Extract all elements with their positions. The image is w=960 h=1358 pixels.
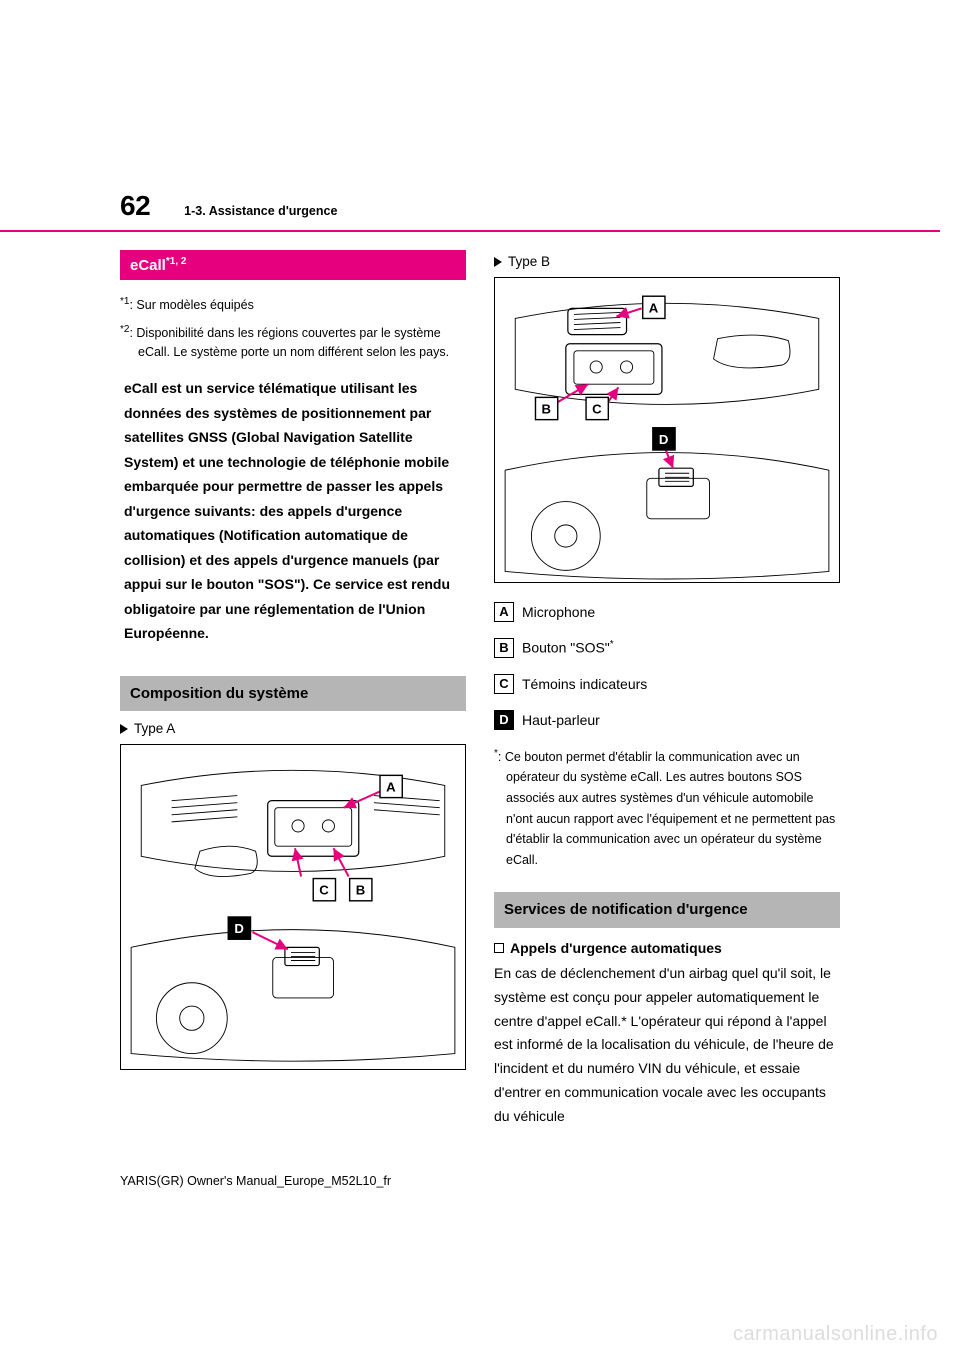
watermark: carmanualsonline.info: [733, 1323, 938, 1346]
heading-composition: Composition du système: [120, 676, 466, 712]
heading-ecall: eCall*1, 2: [120, 250, 466, 280]
subheading-auto-calls-text: Appels d'urgence automatiques: [510, 940, 722, 956]
diagram-type-a: A C B: [120, 744, 466, 1070]
diagram-b-label-b: B: [542, 402, 552, 417]
services-body: En cas de déclenchement d'un airbag quel…: [494, 962, 840, 1129]
legend-box-d: D: [494, 710, 514, 730]
legend-b: B Bouton "SOS"*: [494, 638, 840, 658]
legend-c: C Témoins indicateurs: [494, 674, 840, 694]
type-a-text: Type A: [134, 721, 175, 736]
legend-a-text: Microphone: [522, 604, 595, 620]
footnote-1: *1: Sur modèles équipés: [120, 294, 466, 316]
right-column: Type B: [494, 250, 840, 1129]
footnote-1-text: : Sur modèles équipés: [129, 298, 253, 312]
legend-c-text: Témoins indicateurs: [522, 676, 647, 692]
diagram-b-label-c: C: [592, 402, 602, 417]
diagram-b-label-a: A: [649, 300, 659, 315]
diagram-type-b: A B C D: [494, 277, 840, 583]
heading-ecall-text: eCall: [130, 257, 166, 274]
footnote-2-text: : Disponibilité dans les régions couvert…: [129, 326, 449, 359]
type-a-line: Type A: [120, 721, 466, 736]
footnote-2: *2: Disponibilité dans les régions couve…: [120, 322, 466, 363]
legend-a: A Microphone: [494, 602, 840, 622]
diagram-a-label-c: C: [319, 883, 329, 898]
page-number: 62: [120, 190, 150, 222]
type-b-line: Type B: [494, 254, 840, 269]
footer-text: YARIS(GR) Owner's Manual_Europe_M52L10_f…: [120, 1174, 391, 1188]
legend-box-c: C: [494, 674, 514, 694]
legend-d: D Haut-parleur: [494, 710, 840, 730]
heading-ecall-sup: *1, 2: [166, 256, 187, 267]
left-column: eCall*1, 2 *1: Sur modèles équipés *2: D…: [120, 250, 466, 1129]
diagram-a-label-a: A: [386, 780, 396, 795]
legend-d-text: Haut-parleur: [522, 712, 600, 728]
triangle-icon: [494, 257, 502, 267]
header-divider: [0, 230, 940, 232]
diagram-a-label-d: D: [234, 922, 244, 937]
subheading-auto-calls: Appels d'urgence automatiques: [494, 940, 840, 956]
triangle-icon: [120, 724, 128, 734]
square-bullet-icon: [494, 943, 504, 953]
heading-services: Services de notification d'urgence: [494, 892, 840, 928]
sos-note-text: : Ce bouton permet d'établir la communic…: [498, 750, 835, 867]
diagram-a-label-b: B: [356, 883, 366, 898]
legend-b-text: Bouton "SOS"*: [522, 639, 614, 656]
legend-box-b: B: [494, 638, 514, 658]
diagram-b-label-d: D: [659, 432, 669, 447]
sos-note: *: Ce bouton permet d'établir la communi…: [494, 746, 840, 871]
ecall-description-box: eCall est un service télématique utilisa…: [120, 368, 466, 654]
legend-box-a: A: [494, 602, 514, 622]
section-path: 1-3. Assistance d'urgence: [184, 204, 337, 218]
type-b-text: Type B: [508, 254, 550, 269]
